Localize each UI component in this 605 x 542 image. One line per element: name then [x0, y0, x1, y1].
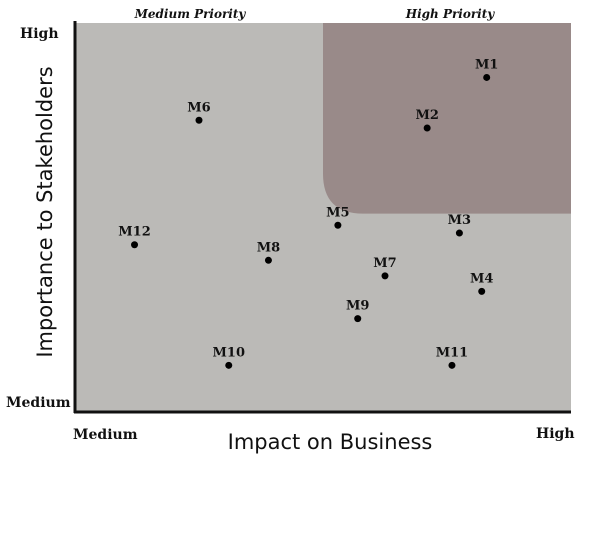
point-label: M1 [475, 57, 498, 72]
data-point-m6: M6 [187, 100, 211, 124]
point-label: M6 [187, 100, 210, 115]
point-label: M9 [346, 299, 369, 314]
point-label: M8 [257, 240, 280, 255]
y-axis-title: Importance to Stakeholders [33, 66, 57, 358]
point-marker [381, 272, 389, 280]
x-tick-label-medium: Medium [73, 427, 138, 443]
data-point-m7: M7 [373, 256, 397, 280]
medium-priority-region-label: Medium Priority [134, 7, 246, 21]
point-marker [478, 287, 486, 295]
y-tick-label-medium: Medium [6, 395, 71, 411]
point-marker [264, 256, 272, 264]
point-marker [448, 361, 456, 369]
point-label: M11 [436, 345, 468, 360]
data-point-m8: M8 [257, 240, 280, 264]
point-label: M2 [415, 108, 438, 123]
data-point-m10: M10 [213, 345, 245, 369]
point-label: M5 [326, 205, 349, 220]
data-point-m11: M11 [436, 345, 468, 369]
high-priority-region [323, 23, 571, 214]
point-marker [225, 361, 233, 369]
x-tick-label-high: High [536, 426, 575, 442]
point-marker [195, 116, 203, 124]
point-marker [455, 229, 463, 237]
point-marker [354, 315, 362, 323]
data-point-m12: M12 [118, 225, 151, 249]
high-priority-region-label: High Priority [405, 7, 495, 21]
data-point-m4: M4 [470, 271, 493, 295]
data-point-m9: M9 [346, 299, 369, 323]
data-points: M1 M2 M3 M4 M5 M6 M7 M8 M9 M10 M11 M12 [118, 57, 498, 369]
x-axis-title: Impact on Business [227, 430, 433, 454]
point-marker [131, 241, 139, 249]
point-label: M4 [470, 271, 493, 286]
point-label: M3 [448, 213, 471, 228]
data-point-m2: M2 [415, 108, 439, 132]
point-label: M7 [373, 256, 396, 271]
point-label: M10 [213, 345, 245, 360]
point-marker [334, 221, 342, 229]
data-point-m1: M1 [475, 57, 498, 81]
y-tick-label-high: High [20, 26, 59, 42]
data-point-m3: M3 [448, 213, 471, 237]
point-marker [423, 124, 431, 132]
point-label: M12 [118, 225, 150, 240]
point-marker [483, 73, 491, 81]
data-point-m5: M5 [326, 205, 350, 229]
